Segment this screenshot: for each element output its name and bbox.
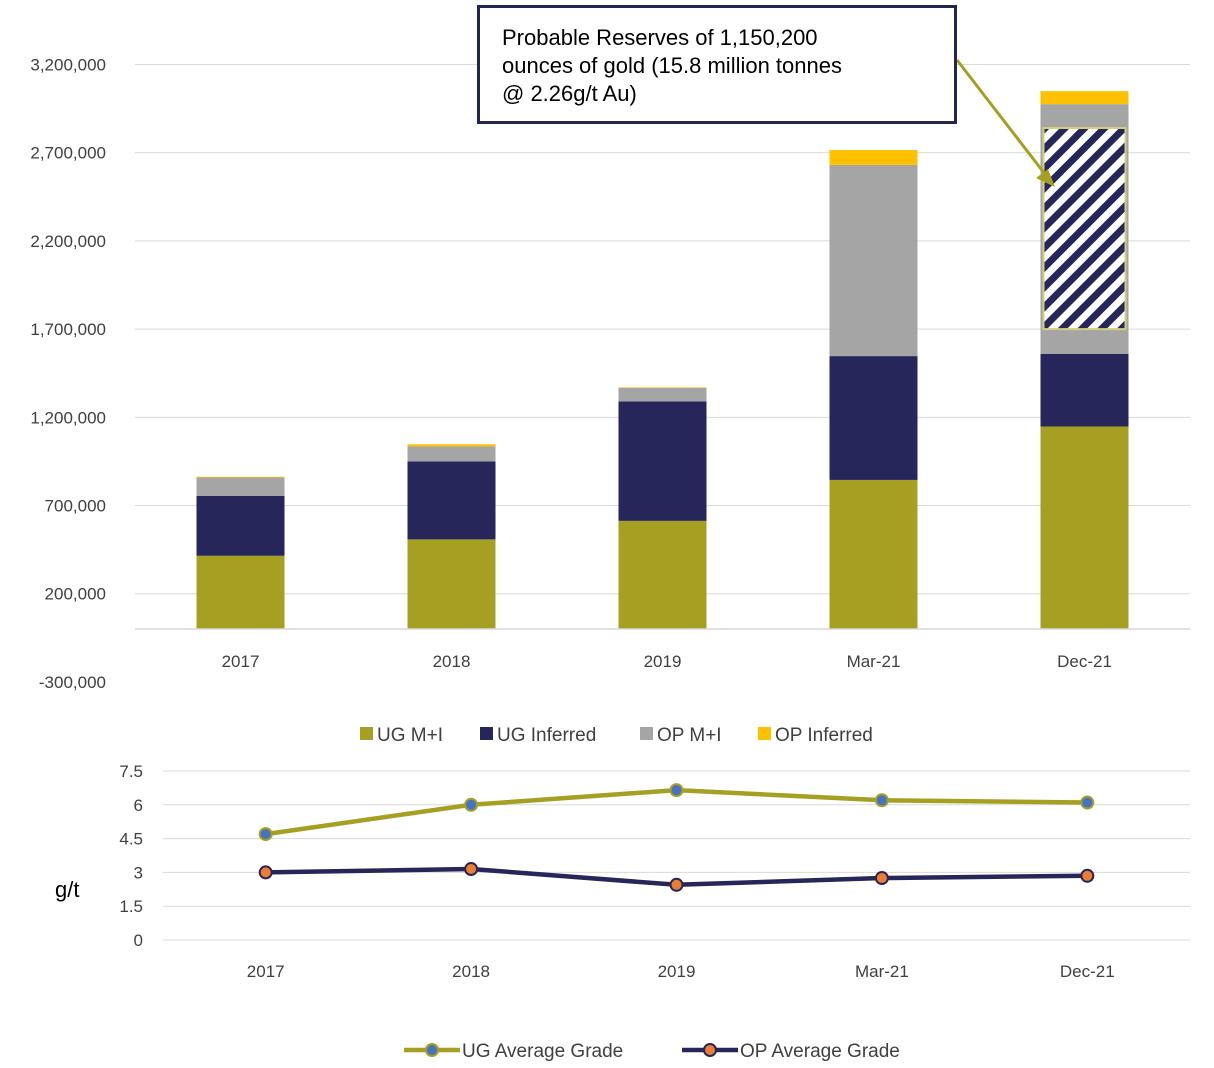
legend-label-ug-inferred: UG Inferred [497, 725, 596, 746]
point-op-average-grade-dec-21 [1080, 868, 1095, 883]
point-op-average-grade-2019 [669, 877, 684, 892]
line-x-tick-label: Dec-21 [1060, 962, 1115, 981]
legend-swatch-op-m-i [640, 727, 653, 740]
point-ug-average-grade-dec-21 [1080, 795, 1095, 810]
bar-y-tick-label: 2,200,000 [30, 232, 106, 251]
bar-x-tick-label: Mar-21 [847, 652, 901, 671]
legend-label-ug-m-i: UG M+I [377, 725, 443, 746]
line-chart: 7.5 6 4.5 3 1.5 0 g/t 2017 2018 2019 Mar-21 Dec-2… [55, 762, 1190, 1062]
point-ug-average-grade-2018 [464, 797, 479, 812]
line-x-tick-label: 2017 [247, 962, 285, 981]
probable-reserves-hatch [1042, 127, 1127, 331]
bar-y-tick-label: 700,000 [45, 497, 106, 516]
bar-series [196, 91, 1129, 629]
bar-y-tick-label: 1,200,000 [30, 408, 106, 427]
line-y-axis-label: g/t [55, 877, 79, 902]
bar-op-inferred-2019 [618, 387, 707, 388]
bar-y-tick-label: -300,000 [39, 673, 106, 692]
legend-marker-op-average-grade [703, 1043, 717, 1057]
bar-op-inferred-dec-21 [1040, 91, 1129, 105]
legend-swatch-ug-m-i [360, 727, 373, 740]
point-ug-average-grade-mar-21 [874, 793, 889, 808]
bar-op-m-i-2017 [196, 477, 285, 496]
bar-x-tick-label: 2017 [222, 652, 260, 671]
line-y-tick-label: 1.5 [119, 897, 143, 916]
line-x-tick-label: 2018 [452, 962, 490, 981]
probable-reserves-hatched-box [1042, 127, 1127, 331]
bar-ug-m-i-2018 [407, 539, 496, 629]
line-y-tick-label: 0 [134, 931, 143, 950]
bar-y-tick-label: 2,700,000 [30, 144, 106, 163]
bar-op-inferred-2017 [196, 476, 285, 478]
line-x-axis: 2017 2018 2019 Mar-21 Dec-21 [247, 962, 1115, 981]
bar-ug-m-i-2017 [196, 555, 285, 629]
bar-op-m-i-2018 [407, 446, 496, 462]
point-op-average-grade-2017 [258, 865, 273, 880]
bar-op-m-i-2019 [618, 387, 707, 402]
bar-op-inferred-mar-21 [829, 150, 918, 165]
line-series [258, 783, 1095, 892]
bar-ug-inferred-mar-21 [829, 356, 918, 480]
line-y-tick-label: 6 [134, 796, 143, 815]
legend-label-op-average-grade: OP Average Grade [740, 1041, 900, 1062]
legend-swatch-ug-inferred [480, 727, 493, 740]
bar-y-axis: 3,200,000 2,700,000 2,200,000 1,700,000 1,20… [30, 56, 106, 692]
bar-ug-inferred-2018 [407, 461, 496, 540]
bar-y-tick-label: 3,200,000 [30, 56, 106, 75]
bar-ug-inferred-2019 [618, 401, 707, 521]
bar-op-inferred-2018 [407, 444, 496, 447]
bar-y-tick-label: 200,000 [45, 585, 106, 604]
bar-x-tick-label: 2018 [433, 652, 471, 671]
legend-label-op-m-i: OP M+I [657, 725, 722, 746]
bar-ug-m-i-2019 [618, 520, 707, 629]
bar-chart: 3,200,000 2,700,000 2,200,000 1,700,000 1,20… [30, 56, 1190, 746]
annotation-arrow [955, 59, 1055, 187]
bar-legend: UG M+I UG Inferred OP M+I OP Inferred [360, 725, 873, 746]
bar-ug-inferred-2017 [196, 495, 285, 556]
probable-reserves-callout: Probable Reserves of 1,150,200 ounces of… [477, 5, 957, 124]
line-y-tick-label: 7.5 [119, 762, 143, 781]
line-y-tick-label: 4.5 [119, 830, 143, 849]
bar-ug-m-i-dec-21 [1040, 426, 1129, 629]
legend-label-ug-average-grade: UG Average Grade [462, 1041, 623, 1062]
bar-x-tick-label: 2019 [644, 652, 682, 671]
line-legend: UG Average Grade OP Average Grade [404, 1041, 900, 1062]
point-ug-average-grade-2019 [669, 783, 684, 798]
point-op-average-grade-2018 [464, 862, 479, 877]
legend-swatch-op-inferred [758, 727, 771, 740]
bar-x-axis: 2017 2018 2019 Mar-21 Dec-21 [222, 652, 1112, 671]
legend-marker-ug-average-grade [425, 1043, 439, 1057]
bar-op-m-i-mar-21 [829, 164, 918, 357]
line-x-tick-label: Mar-21 [855, 962, 909, 981]
bar-ug-m-i-mar-21 [829, 479, 918, 629]
line-x-tick-label: 2019 [658, 962, 696, 981]
line-y-tick-label: 3 [134, 863, 143, 882]
point-op-average-grade-mar-21 [874, 871, 889, 886]
legend-label-op-inferred: OP Inferred [775, 725, 873, 746]
bar-y-tick-label: 1,700,000 [30, 320, 106, 339]
bar-ug-inferred-dec-21 [1040, 353, 1129, 427]
point-ug-average-grade-2017 [258, 827, 273, 842]
bar-x-tick-label: Dec-21 [1057, 652, 1112, 671]
line-y-axis: 7.5 6 4.5 3 1.5 0 [119, 762, 143, 950]
